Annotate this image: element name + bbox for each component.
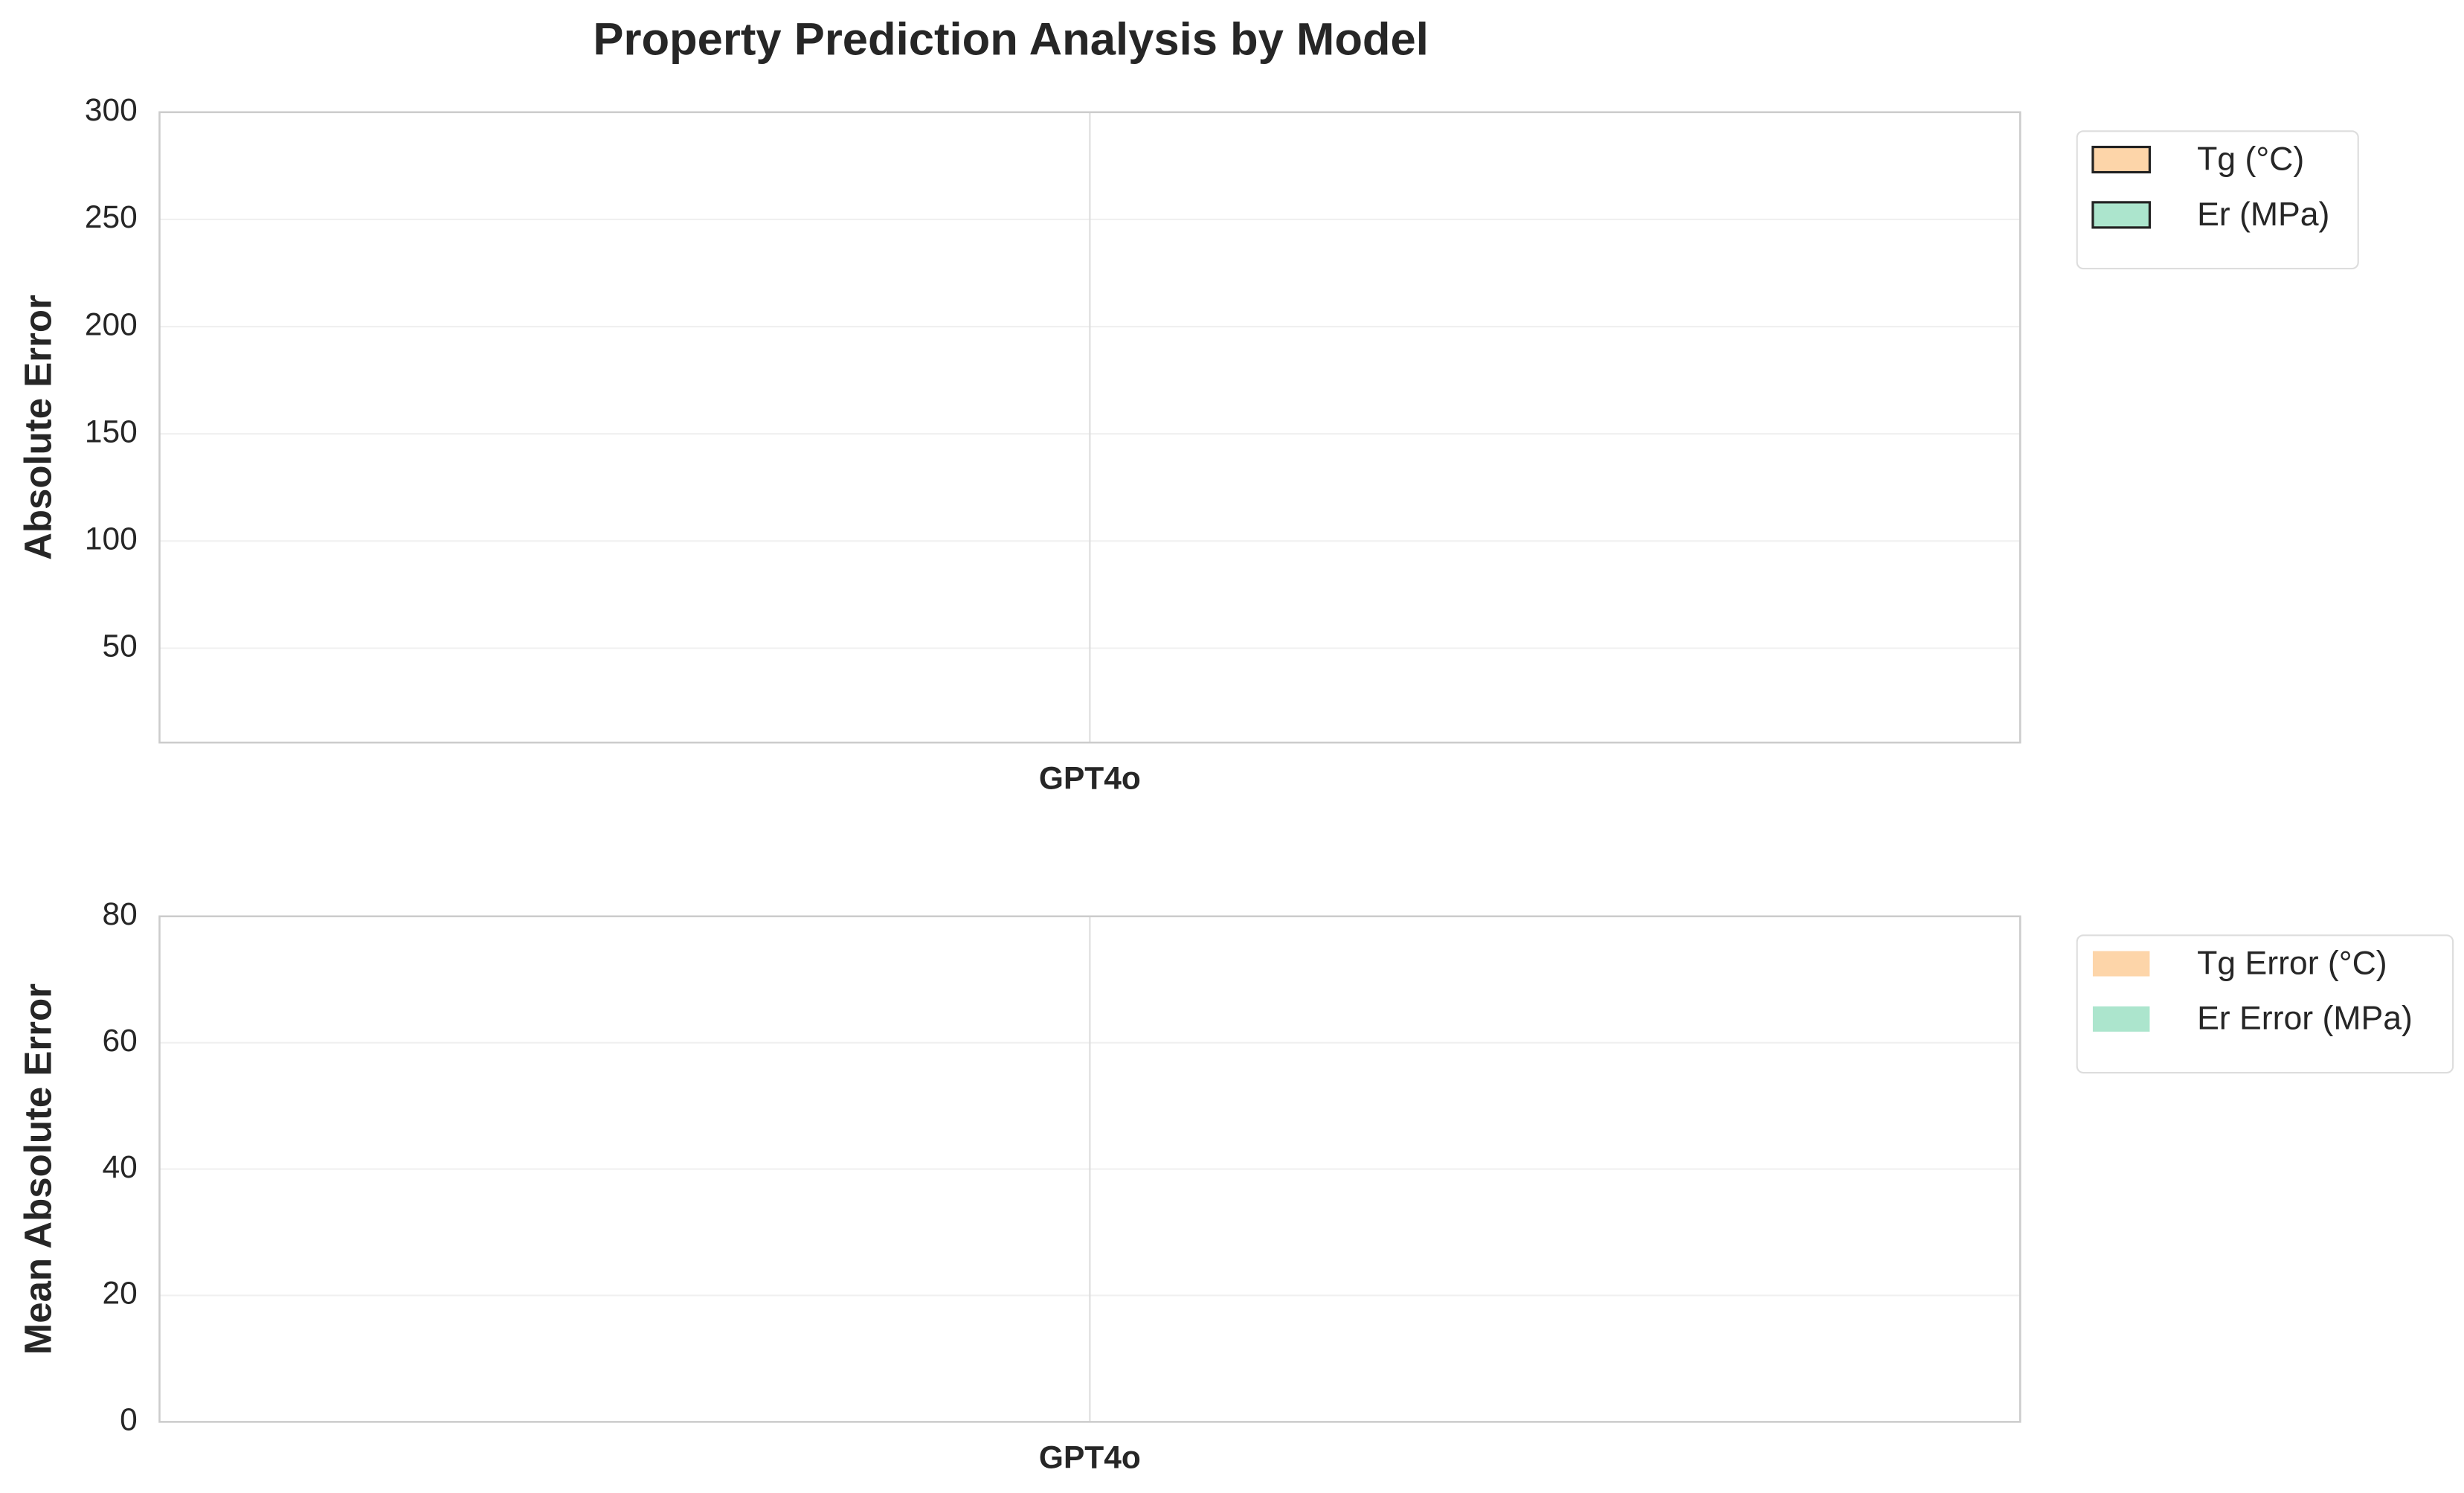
y-tick-label: 60 bbox=[103, 1023, 138, 1058]
y-tick-label: 0 bbox=[120, 1402, 138, 1437]
legend-label: Er Error (MPa) bbox=[2197, 1001, 2413, 1037]
x-tick-label: GPT4o bbox=[1039, 1440, 1141, 1475]
y-tick-label: 20 bbox=[103, 1276, 138, 1311]
chart-title: Property Prediction Analysis by Model bbox=[593, 14, 1429, 65]
x-tick-label: GPT4o bbox=[1039, 760, 1141, 795]
plot-frame bbox=[158, 111, 2021, 744]
y-tick-label: 300 bbox=[85, 92, 138, 127]
legend-swatch bbox=[2091, 145, 2151, 174]
legend-label: Tg Error (°C) bbox=[2197, 945, 2387, 981]
legend-swatch bbox=[2092, 951, 2150, 977]
y-tick-label: 80 bbox=[103, 896, 138, 931]
y-tick-label: 150 bbox=[85, 414, 138, 449]
legend-swatch bbox=[2091, 201, 2151, 229]
y-tick-label: 40 bbox=[103, 1149, 138, 1184]
y-axis-label: Mean Absolute Error bbox=[17, 983, 59, 1355]
y-tick-label: 250 bbox=[85, 199, 138, 234]
legend-label: Er (MPa) bbox=[2197, 196, 2329, 233]
plot-frame bbox=[158, 915, 2021, 1423]
legend-box bbox=[2076, 934, 2454, 1074]
y-tick-label: 50 bbox=[103, 629, 138, 664]
y-axis-label: Absolute Error bbox=[17, 295, 59, 560]
y-tick-label: 200 bbox=[85, 306, 138, 341]
legend-swatch bbox=[2092, 1006, 2150, 1032]
y-tick-label: 100 bbox=[85, 521, 138, 556]
legend-label: Tg (°C) bbox=[2197, 141, 2304, 177]
